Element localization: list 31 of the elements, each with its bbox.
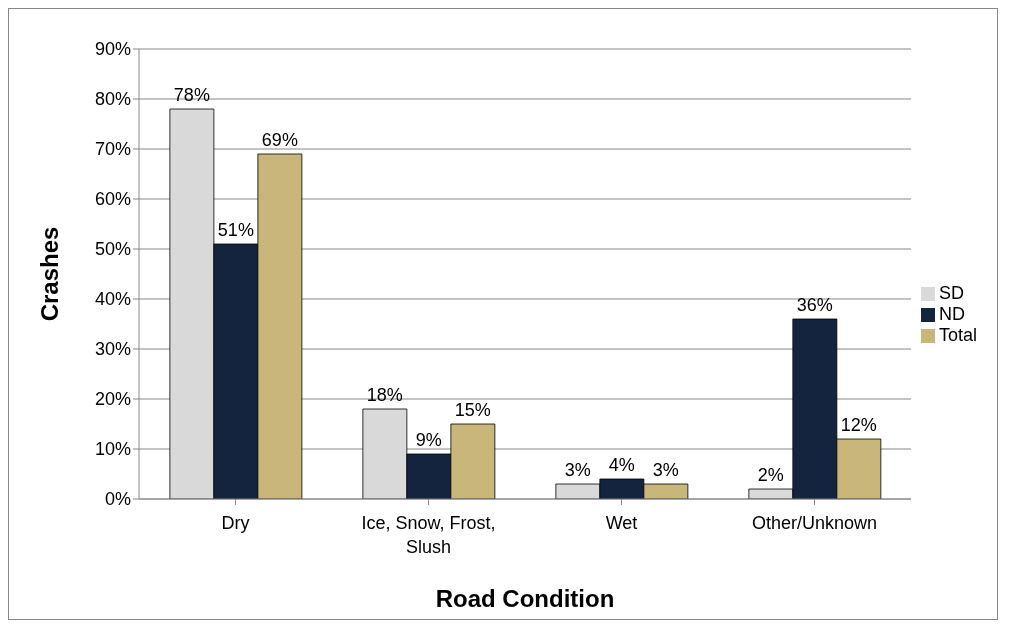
y-tick-label: 70% (94, 139, 131, 160)
y-tick-label: 40% (94, 289, 131, 310)
data-label: 36% (796, 295, 833, 315)
y-tick-label: 10% (94, 439, 131, 460)
data-label: 3% (652, 460, 679, 480)
data-label: 69% (261, 130, 298, 150)
y-tick-label: 0% (104, 489, 131, 510)
data-label: 4% (608, 455, 635, 475)
x-tick-label: Dry (221, 513, 250, 533)
legend-label: ND (938, 303, 965, 324)
x-tick-label: Wet (605, 513, 638, 533)
data-label: 78% (173, 85, 210, 105)
x-tick-label: Other/Unknown (751, 513, 877, 533)
data-label: 51% (217, 220, 254, 240)
y-tick-label: 90% (94, 39, 131, 60)
data-label: 3% (564, 460, 591, 480)
data-label: 2% (757, 465, 784, 485)
y-tick-label: 80% (94, 89, 131, 110)
y-tick-label: 60% (94, 189, 131, 210)
data-label: 15% (454, 400, 491, 420)
y-tick-label: 30% (94, 339, 131, 360)
legend-label: SD (938, 282, 964, 303)
x-axis-title: Road Condition (435, 585, 615, 612)
data-label: 9% (415, 430, 442, 450)
y-axis-title: Crashes (35, 226, 63, 322)
x-tick-label: Ice, Snow, Frost, Slush (361, 513, 496, 557)
data-label: 18% (366, 385, 403, 405)
y-tick-label: 20% (94, 389, 131, 410)
legend-label: Total (938, 324, 977, 345)
data-label: 12% (840, 415, 877, 435)
y-tick-label: 50% (94, 239, 131, 260)
